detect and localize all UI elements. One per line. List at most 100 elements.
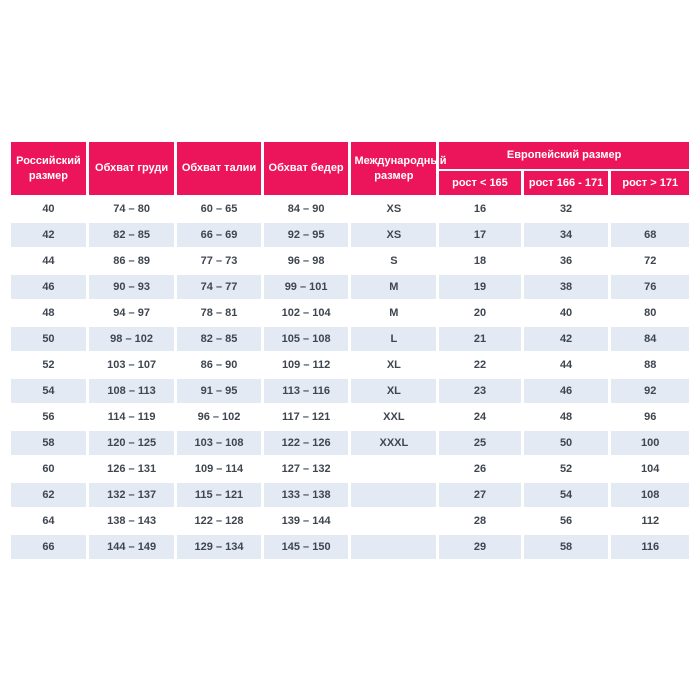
table-cell: 129 – 134 bbox=[177, 535, 261, 559]
table-cell: 108 – 113 bbox=[88, 379, 175, 403]
table-row: 64 138 – 143 122 – 128 139 – 144 28 56 112 bbox=[11, 509, 689, 533]
table-cell: 66 bbox=[11, 535, 86, 559]
table-cell: XS bbox=[351, 197, 437, 221]
table-cell: 46 bbox=[11, 275, 86, 299]
table-cell: 139 – 144 bbox=[263, 509, 349, 533]
table-cell: 24 bbox=[439, 405, 521, 429]
table-row: 52 103 – 107 86 – 90 109 – 112 XL 22 44 88 bbox=[11, 353, 689, 377]
table-row: 54 108 – 113 91 – 95 113 – 116 XL 23 46 92 bbox=[11, 379, 689, 403]
header-height-166-171: рост 166 - 171 bbox=[523, 171, 609, 195]
table-cell: 76 bbox=[611, 275, 689, 299]
table-cell: 58 bbox=[11, 431, 86, 455]
table-cell bbox=[351, 509, 437, 533]
table-cell: M bbox=[351, 275, 437, 299]
table-cell: 42 bbox=[11, 223, 86, 247]
table-cell: 84 bbox=[611, 327, 689, 351]
header-russian-size: Российский размер bbox=[11, 142, 86, 195]
table-cell: 127 – 132 bbox=[263, 457, 349, 481]
table-cell: 113 – 116 bbox=[263, 379, 349, 403]
table-cell: 56 bbox=[523, 509, 609, 533]
size-chart-table: Российский размер Обхват груди Обхват та… bbox=[8, 140, 692, 561]
table-cell: 42 bbox=[523, 327, 609, 351]
table-cell: 74 – 80 bbox=[88, 197, 175, 221]
table-cell: 116 bbox=[611, 535, 689, 559]
table-cell: 80 bbox=[611, 301, 689, 325]
table-cell: 50 bbox=[11, 327, 86, 351]
table-cell: 54 bbox=[11, 379, 86, 403]
table-cell: 32 bbox=[523, 197, 609, 221]
table-cell: 54 bbox=[523, 483, 609, 507]
table-cell: 144 – 149 bbox=[88, 535, 175, 559]
table-cell: 102 – 104 bbox=[263, 301, 349, 325]
table-cell: 114 – 119 bbox=[88, 405, 175, 429]
table-cell: 48 bbox=[11, 301, 86, 325]
table-cell: 99 – 101 bbox=[263, 275, 349, 299]
table-cell: 23 bbox=[439, 379, 521, 403]
table-cell: XL bbox=[351, 353, 437, 377]
table-cell: 77 – 73 bbox=[177, 249, 261, 273]
table-cell: 19 bbox=[439, 275, 521, 299]
header-height-lt-165: рост < 165 bbox=[439, 171, 521, 195]
table-cell: XXL bbox=[351, 405, 437, 429]
table-cell: XS bbox=[351, 223, 437, 247]
table-cell: 40 bbox=[11, 197, 86, 221]
table-cell: 120 – 125 bbox=[88, 431, 175, 455]
table-cell: 103 – 108 bbox=[177, 431, 261, 455]
table-cell: 84 – 90 bbox=[263, 197, 349, 221]
table-row: 44 86 – 89 77 – 73 96 – 98 S 18 36 72 bbox=[11, 249, 689, 273]
header-international-size: Международный размер bbox=[351, 142, 447, 195]
table-cell: 66 – 69 bbox=[177, 223, 261, 247]
table-cell: 18 bbox=[439, 249, 521, 273]
table-row: 46 90 – 93 74 – 77 99 – 101 M 19 38 76 bbox=[11, 275, 689, 299]
table-cell: 27 bbox=[439, 483, 521, 507]
table-cell: XXXL bbox=[351, 431, 437, 455]
header-european-size: Европейский размер bbox=[439, 142, 689, 169]
table-cell: 122 – 128 bbox=[177, 509, 261, 533]
table-cell: 22 bbox=[439, 353, 521, 377]
table-cell: 145 – 150 bbox=[263, 535, 349, 559]
table-row: 40 74 – 80 60 – 65 84 – 90 XS 16 32 bbox=[11, 197, 689, 221]
table-cell: 96 – 102 bbox=[177, 405, 261, 429]
table-cell: 88 bbox=[611, 353, 689, 377]
table-cell: 82 – 85 bbox=[177, 327, 261, 351]
table-cell: 104 bbox=[611, 457, 689, 481]
table-cell: 92 – 95 bbox=[263, 223, 349, 247]
table-cell: 72 bbox=[611, 249, 689, 273]
table-row: 58 120 – 125 103 – 108 122 – 126 XXXL 25 50 100 bbox=[11, 431, 689, 455]
size-chart-body: 40 74 – 80 60 – 65 84 – 90 XS 16 32 42 82 – 85 66… bbox=[11, 197, 689, 559]
table-cell bbox=[611, 197, 689, 221]
table-cell: 109 – 114 bbox=[177, 457, 261, 481]
header-height-gt-171: рост > 171 bbox=[611, 171, 689, 195]
table-cell: 17 bbox=[439, 223, 521, 247]
table-cell: 96 bbox=[611, 405, 689, 429]
table-cell: 62 bbox=[11, 483, 86, 507]
table-cell: 126 – 131 bbox=[88, 457, 175, 481]
table-cell: 82 – 85 bbox=[88, 223, 175, 247]
table-cell: 36 bbox=[523, 249, 609, 273]
table-cell: 94 – 97 bbox=[88, 301, 175, 325]
table-cell: 86 – 89 bbox=[88, 249, 175, 273]
table-cell: 44 bbox=[11, 249, 86, 273]
table-cell: 105 – 108 bbox=[263, 327, 349, 351]
table-cell: 68 bbox=[611, 223, 689, 247]
table-cell: 44 bbox=[523, 353, 609, 377]
table-cell: 100 bbox=[611, 431, 689, 455]
table-row: 62 132 – 137 115 – 121 133 – 138 27 54 108 bbox=[11, 483, 689, 507]
table-cell: 103 – 107 bbox=[88, 353, 175, 377]
table-row: 50 98 – 102 82 – 85 105 – 108 L 21 42 84 bbox=[11, 327, 689, 351]
table-cell: 86 – 90 bbox=[177, 353, 261, 377]
table-row: 48 94 – 97 78 – 81 102 – 104 M 20 40 80 bbox=[11, 301, 689, 325]
table-cell: 21 bbox=[439, 327, 521, 351]
table-cell: 34 bbox=[523, 223, 609, 247]
table-row: 60 126 – 131 109 – 114 127 – 132 26 52 104 bbox=[11, 457, 689, 481]
header-chest: Обхват груди bbox=[88, 142, 175, 195]
size-chart-header: Российский размер Обхват груди Обхват та… bbox=[11, 142, 689, 195]
header-hips: Обхват бедер bbox=[263, 142, 349, 195]
table-cell: 60 bbox=[11, 457, 86, 481]
table-cell: 90 – 93 bbox=[88, 275, 175, 299]
table-cell: 138 – 143 bbox=[88, 509, 175, 533]
table-cell: 52 bbox=[11, 353, 86, 377]
table-cell: 98 – 102 bbox=[88, 327, 175, 351]
table-cell: M bbox=[351, 301, 437, 325]
table-cell: 40 bbox=[523, 301, 609, 325]
